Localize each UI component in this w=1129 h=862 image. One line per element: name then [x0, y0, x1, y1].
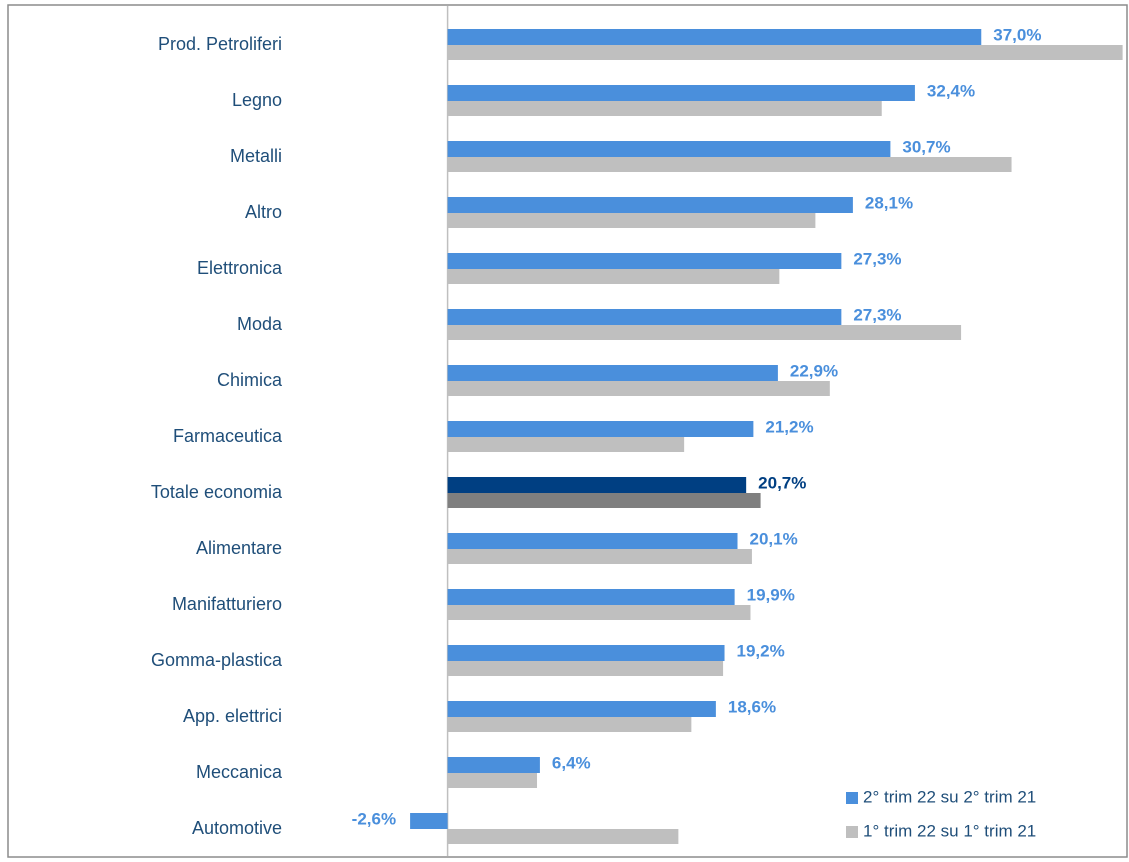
- bar: [447, 757, 540, 773]
- bar: [447, 269, 780, 284]
- category-label: Chimica: [217, 370, 283, 390]
- bar: [447, 549, 752, 564]
- category-label: Elettronica: [197, 258, 283, 278]
- value-label: 20,1%: [750, 529, 798, 548]
- legend-swatch: [846, 826, 858, 838]
- bar: [447, 829, 679, 844]
- category-label: Totale economia: [151, 482, 283, 502]
- bar: [447, 437, 685, 452]
- value-label: 27,3%: [853, 305, 901, 324]
- value-label: 20,7%: [758, 473, 806, 492]
- bar: [447, 533, 738, 549]
- category-label: Meccanica: [196, 762, 283, 782]
- category-label: Legno: [232, 90, 282, 110]
- value-label: 6,4%: [552, 753, 591, 772]
- value-label: 18,6%: [728, 697, 776, 716]
- bar: [447, 85, 915, 101]
- bar: [447, 325, 962, 340]
- legend-label: 2° trim 22 su 2° trim 21: [863, 787, 1036, 806]
- bar: [447, 381, 830, 396]
- bar: [447, 773, 538, 788]
- value-label: 22,9%: [790, 361, 838, 380]
- bar: [447, 421, 754, 437]
- bar: [447, 253, 842, 269]
- category-label: Manifatturiero: [172, 594, 282, 614]
- category-label: Farmaceutica: [173, 426, 283, 446]
- bar: [447, 157, 1012, 172]
- value-label: 21,2%: [765, 417, 813, 436]
- value-label: 27,3%: [853, 249, 901, 268]
- value-label: 30,7%: [902, 137, 950, 156]
- bar: [410, 813, 448, 829]
- bar: [447, 701, 716, 717]
- bar: [447, 101, 882, 116]
- category-label: Moda: [237, 314, 283, 334]
- bar: [447, 45, 1123, 60]
- value-label: 32,4%: [927, 81, 975, 100]
- legend-label: 1° trim 22 su 1° trim 21: [863, 821, 1036, 840]
- bar: [447, 29, 982, 45]
- category-label: Prod. Petroliferi: [158, 34, 282, 54]
- value-label: 19,2%: [737, 641, 785, 660]
- bar: [447, 309, 842, 325]
- category-label: App. elettrici: [183, 706, 282, 726]
- value-label: 28,1%: [865, 193, 913, 212]
- bar: [447, 197, 853, 213]
- value-label: 37,0%: [993, 25, 1041, 44]
- category-label: Metalli: [230, 146, 282, 166]
- bar: [447, 605, 751, 620]
- category-label: Automotive: [192, 818, 282, 838]
- value-label: 19,9%: [747, 585, 795, 604]
- bar: [447, 141, 891, 157]
- bar: [447, 493, 761, 508]
- legend-swatch: [846, 792, 858, 804]
- bar: [447, 661, 724, 676]
- bar: [447, 645, 725, 661]
- category-label: Altro: [245, 202, 282, 222]
- bar: [447, 589, 735, 605]
- bar: [447, 365, 778, 381]
- bar: [447, 213, 816, 228]
- bar: [447, 477, 747, 493]
- bar: [447, 717, 692, 732]
- category-label: Alimentare: [196, 538, 282, 558]
- chart-frame: [7, 4, 1128, 858]
- value-label: -2,6%: [352, 809, 396, 828]
- category-label: Gomma-plastica: [151, 650, 283, 670]
